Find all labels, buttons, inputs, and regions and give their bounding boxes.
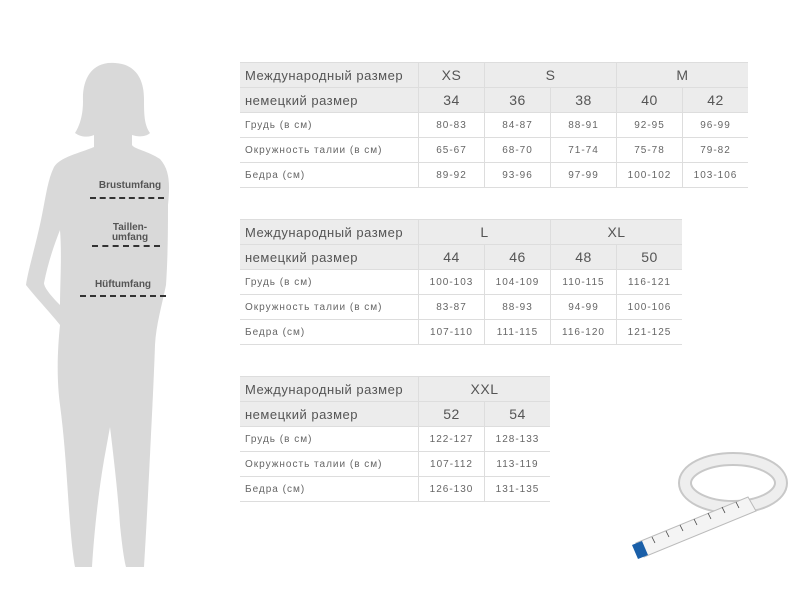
measurement-cell: 116-121 <box>616 269 682 295</box>
german-size-cell: 36 <box>484 87 551 113</box>
measurement-cell: 100-106 <box>616 294 682 320</box>
measuring-tape-icon <box>628 445 788 560</box>
measurement-row: Окружность талии (в см) 107-112 113-119 <box>240 451 550 477</box>
body-silhouette: Brustumfang Taillen- umfang Hüftumfang <box>20 55 200 575</box>
size-table-3: Международный размер XXL немецкий размер 52… <box>240 376 550 502</box>
bust-label: Brustumfang <box>98 180 162 191</box>
measurement-cell: 75-78 <box>616 137 683 163</box>
measurement-cell: 83-87 <box>418 294 485 320</box>
measurement-row: Окружность талии (в см) 83-87 88-93 94-99 10… <box>240 294 682 320</box>
measurement-cell: 107-110 <box>418 319 485 345</box>
international-size-cell: L <box>418 219 551 245</box>
row-label: Грудь (в см) <box>240 112 419 138</box>
german-size-cell: 46 <box>484 244 551 270</box>
international-size-cell: XXL <box>418 376 550 402</box>
row-label: немецкий размер <box>240 401 419 427</box>
german-size-row: немецкий размер 44 46 48 50 <box>240 244 682 270</box>
measurement-cell: 103-106 <box>682 162 748 188</box>
measurement-cell: 93-96 <box>484 162 551 188</box>
german-size-cell: 48 <box>550 244 617 270</box>
waist-line <box>92 245 160 247</box>
bust-line <box>90 197 164 199</box>
measurement-cell: 100-103 <box>418 269 485 295</box>
row-label: Бедра (см) <box>240 476 419 502</box>
measurement-cell: 71-74 <box>550 137 617 163</box>
international-size-cell: XS <box>418 62 485 88</box>
measurement-cell: 96-99 <box>682 112 748 138</box>
woman-silhouette-icon <box>26 62 170 568</box>
row-label: Окружность талии (в см) <box>240 137 419 163</box>
measurement-row: Бедра (см) 89-92 93-96 97-99 100-102 103-106 <box>240 162 748 188</box>
measurement-cell: 97-99 <box>550 162 617 188</box>
row-label: Международный размер <box>240 62 419 88</box>
waist-label-line1: Taillen- <box>112 222 148 233</box>
international-size-cell: XL <box>550 219 682 245</box>
measurement-row: Грудь (в см) 122-127 128-133 <box>240 426 550 452</box>
row-label: Международный размер <box>240 376 419 402</box>
german-size-cell: 38 <box>550 87 617 113</box>
international-size-cell: M <box>616 62 748 88</box>
measurement-cell: 88-91 <box>550 112 617 138</box>
hip-line <box>80 295 166 297</box>
measurement-cell: 89-92 <box>418 162 485 188</box>
measurement-cell: 121-125 <box>616 319 682 345</box>
row-label: Бедра (см) <box>240 162 419 188</box>
german-size-cell: 50 <box>616 244 682 270</box>
row-label: Окружность талии (в см) <box>240 294 419 320</box>
measurement-row: Бедра (см) 126-130 131-135 <box>240 476 550 502</box>
german-size-cell: 44 <box>418 244 485 270</box>
measurement-row: Грудь (в см) 100-103 104-109 110-115 116-121 <box>240 269 682 295</box>
german-size-row: немецкий размер 52 54 <box>240 401 550 427</box>
measurement-cell: 65-67 <box>418 137 485 163</box>
waist-label-line2: umfang <box>111 232 149 243</box>
german-size-cell: 34 <box>418 87 485 113</box>
german-size-cell: 54 <box>484 401 550 427</box>
row-label: немецкий размер <box>240 244 419 270</box>
german-size-cell: 40 <box>616 87 683 113</box>
german-size-row: немецкий размер 34 36 38 40 42 <box>240 87 748 113</box>
measurement-cell: 100-102 <box>616 162 683 188</box>
row-label: Грудь (в см) <box>240 269 419 295</box>
measurement-cell: 84-87 <box>484 112 551 138</box>
international-size-row: Международный размер XXL <box>240 376 550 402</box>
german-size-cell: 52 <box>418 401 485 427</box>
measurement-cell: 126-130 <box>418 476 485 502</box>
measurement-cell: 131-135 <box>484 476 550 502</box>
german-size-cell: 42 <box>682 87 748 113</box>
international-size-cell: S <box>484 62 617 88</box>
measurement-cell: 116-120 <box>550 319 617 345</box>
size-table-2: Международный размер L XL немецкий размер 44… <box>240 219 682 345</box>
row-label: Международный размер <box>240 219 419 245</box>
row-label: Окружность талии (в см) <box>240 451 419 477</box>
measurement-cell: 94-99 <box>550 294 617 320</box>
measurement-row: Окружность талии (в см) 65-67 68-70 71-74 75… <box>240 137 748 163</box>
measurement-cell: 79-82 <box>682 137 748 163</box>
measurement-cell: 128-133 <box>484 426 550 452</box>
hip-label: Hüftumfang <box>94 279 152 290</box>
row-label: Бедра (см) <box>240 319 419 345</box>
measurement-cell: 80-83 <box>418 112 485 138</box>
measurement-cell: 122-127 <box>418 426 485 452</box>
measurement-cell: 88-93 <box>484 294 551 320</box>
measurement-row: Бедра (см) 107-110 111-115 116-120 121-125 <box>240 319 682 345</box>
measurement-cell: 113-119 <box>484 451 550 477</box>
row-label: Грудь (в см) <box>240 426 419 452</box>
measurement-cell: 104-109 <box>484 269 551 295</box>
measurement-row: Грудь (в см) 80-83 84-87 88-91 92-95 96-99 <box>240 112 748 138</box>
international-size-row: Международный размер L XL <box>240 219 682 245</box>
row-label: немецкий размер <box>240 87 419 113</box>
measurement-cell: 92-95 <box>616 112 683 138</box>
measurement-cell: 110-115 <box>550 269 617 295</box>
measurement-cell: 68-70 <box>484 137 551 163</box>
measurement-cell: 111-115 <box>484 319 551 345</box>
measurement-cell: 107-112 <box>418 451 485 477</box>
international-size-row: Международный размер XS S M <box>240 62 748 88</box>
